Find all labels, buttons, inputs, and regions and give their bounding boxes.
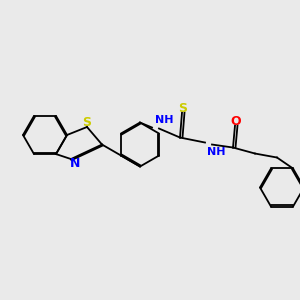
Text: N: N	[70, 157, 80, 169]
Text: NH: NH	[155, 115, 173, 124]
Text: S: S	[178, 102, 188, 115]
Text: O: O	[231, 115, 241, 128]
Text: NH: NH	[207, 146, 226, 157]
Text: S: S	[82, 116, 91, 130]
